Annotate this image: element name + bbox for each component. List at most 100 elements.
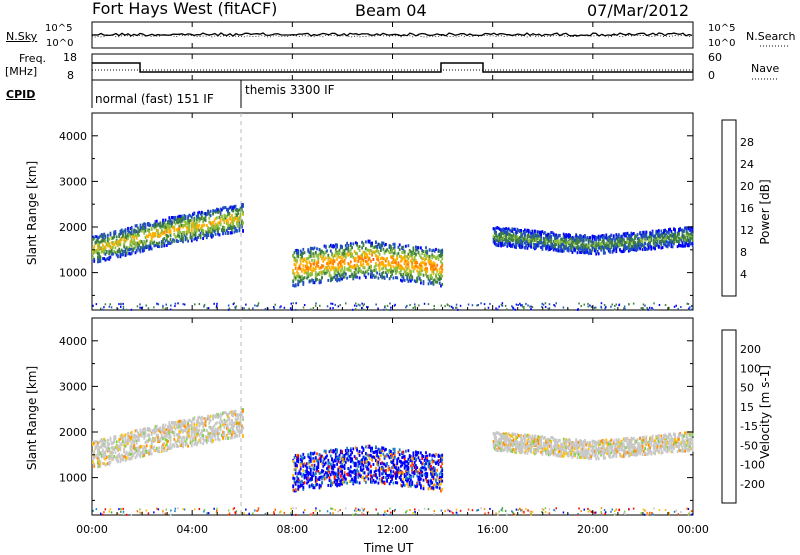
power-cell <box>216 216 218 219</box>
power-cell <box>406 305 408 307</box>
velocity-cell <box>110 461 112 464</box>
power-cell <box>518 304 520 306</box>
power-cell <box>436 269 438 272</box>
power-cell <box>613 234 615 237</box>
power-cell <box>355 268 357 271</box>
power-cell <box>227 232 229 235</box>
power-cell <box>413 270 415 273</box>
power-cell <box>100 308 102 310</box>
power-cell <box>532 306 534 308</box>
velocity-cell <box>221 420 223 423</box>
power-cell <box>102 309 104 311</box>
velocity-cell <box>207 439 209 442</box>
power-cell <box>199 303 201 305</box>
power-cell <box>178 234 180 237</box>
power-cell <box>297 249 299 252</box>
power-cell <box>248 308 250 310</box>
power-cell <box>550 235 552 238</box>
velocity-cell <box>193 424 195 427</box>
power-cell <box>350 260 352 263</box>
velocity-cell <box>212 418 214 421</box>
power-cell <box>393 277 395 280</box>
velocity-cell <box>314 464 316 467</box>
power-cell <box>151 247 153 250</box>
power-cell <box>123 308 125 310</box>
power-cell <box>191 239 193 242</box>
power-cell <box>280 305 282 307</box>
power-cell <box>595 247 597 250</box>
power-cell <box>139 307 141 309</box>
power-cell <box>468 304 470 306</box>
velocity-cell <box>295 472 297 475</box>
power-cell <box>330 250 332 253</box>
power-cell <box>563 307 565 309</box>
power-cell <box>653 302 655 304</box>
power-cell <box>378 259 380 262</box>
power-cell <box>148 230 150 233</box>
power-cell <box>229 212 231 215</box>
power-cell <box>220 211 222 214</box>
power-cell <box>523 306 525 308</box>
power-cell <box>245 304 247 306</box>
power-cell <box>310 255 312 258</box>
power-cell <box>320 280 322 283</box>
power-cell <box>452 307 454 309</box>
velocity-cell <box>227 437 229 440</box>
power-cell <box>265 308 267 310</box>
power-cell <box>306 261 308 264</box>
power-cell <box>120 306 122 308</box>
velocity-cell <box>191 424 193 427</box>
power-cell <box>212 235 214 238</box>
power-cell <box>146 305 148 307</box>
velocity-cell <box>151 433 153 436</box>
velocity-cell <box>193 417 195 420</box>
power-cell <box>379 253 381 256</box>
power-cell <box>637 233 639 236</box>
power-cell <box>170 234 172 237</box>
velocity-cell <box>146 444 148 447</box>
power-cell <box>441 305 443 307</box>
power-cell <box>316 278 318 281</box>
power-cell <box>252 307 254 309</box>
velocity-cell <box>242 417 244 420</box>
power-cell <box>413 307 415 309</box>
power-cell <box>205 216 207 219</box>
power-cell <box>549 303 551 305</box>
power-cell <box>383 309 385 311</box>
power-cell <box>191 216 193 219</box>
power-cell <box>534 230 536 233</box>
power-cell <box>556 302 558 304</box>
power-cell <box>618 304 620 306</box>
power-cell <box>441 249 443 252</box>
power-cell <box>431 276 433 279</box>
power-cell <box>100 255 102 258</box>
power-cell <box>644 309 646 311</box>
power-cell <box>659 304 661 306</box>
power-cell <box>284 307 286 309</box>
power-cell <box>600 306 602 308</box>
power-cell <box>188 224 190 227</box>
power-cell <box>352 309 354 311</box>
power-cell <box>93 260 95 263</box>
power-cell <box>217 230 219 233</box>
power-cell <box>369 252 371 255</box>
power-cell <box>394 304 396 306</box>
power-cell <box>364 303 366 305</box>
power-cell <box>540 238 542 241</box>
power-cell <box>239 229 241 232</box>
power-cell <box>365 276 367 279</box>
velocity-cell <box>170 439 172 442</box>
velocity-cell <box>123 447 125 450</box>
power-cell <box>658 245 660 248</box>
power-cell <box>511 305 512 307</box>
power-cell <box>505 236 507 239</box>
power-cell <box>363 262 365 265</box>
power-cell <box>242 212 244 215</box>
power-cell <box>356 305 358 307</box>
velocity-cell <box>310 470 312 473</box>
velocity-cell <box>127 442 129 445</box>
velocity-cell <box>116 440 118 443</box>
power-cell <box>610 234 612 237</box>
power-cell <box>275 304 277 306</box>
velocity-cell <box>201 416 203 419</box>
